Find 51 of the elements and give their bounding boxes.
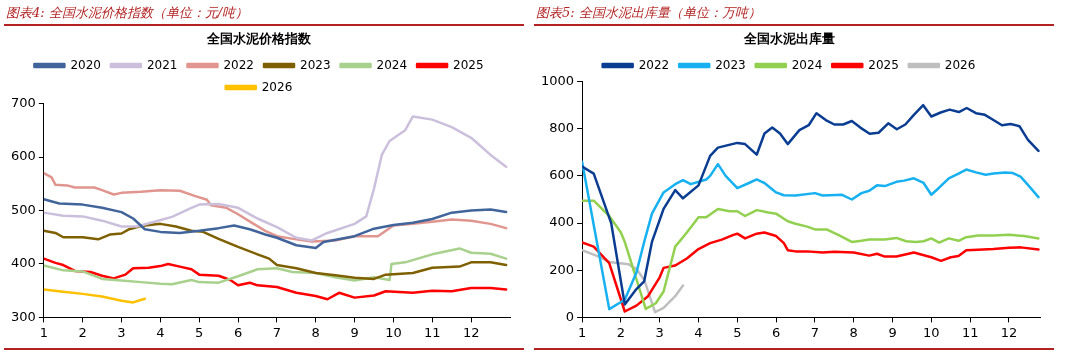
y-tick-label: 1000	[540, 72, 575, 88]
y-tick-label: 600	[10, 148, 36, 164]
legend-label: 2020	[70, 57, 101, 72]
legend-label: 2024	[791, 57, 823, 72]
x-tick-label: 12	[1000, 324, 1018, 340]
x-tick-label: 3	[117, 324, 126, 340]
y-tick-label: 400	[549, 214, 575, 230]
x-tick-label: 10	[923, 324, 940, 340]
legend-label: 2023	[715, 57, 746, 72]
x-tick-label: 8	[311, 324, 320, 340]
legend-label: 2021	[146, 57, 178, 72]
x-tick-label: 7	[272, 324, 282, 340]
chart-title: 图表5: 全国水泥出库量（单位：万吨）	[534, 2, 1054, 26]
legend-label: 2026	[944, 57, 976, 72]
chart-subtitle: 全国水泥价格指数	[206, 31, 312, 47]
x-tick-label: 10	[385, 324, 402, 340]
x-tick-label: 7	[810, 324, 820, 340]
x-tick-label: 9	[350, 324, 359, 340]
y-tick-label: 300	[10, 308, 36, 324]
x-tick-label: 4	[156, 324, 165, 340]
legend-label: 2025	[868, 57, 899, 72]
chart-subtitle: 全国水泥出库量	[742, 31, 835, 47]
x-tick-label: 12	[462, 324, 480, 340]
x-tick-label: 9	[888, 324, 897, 340]
y-tick-label: 600	[549, 167, 575, 183]
x-tick-label: 8	[849, 324, 858, 340]
x-tick-label: 11	[424, 324, 441, 340]
chart-title: 图表4: 全国水泥价格指数（单位：元/吨）	[4, 2, 524, 26]
x-tick-label: 6	[771, 324, 781, 340]
y-tick-label: 500	[10, 201, 36, 217]
y-tick-label: 700	[10, 94, 36, 110]
x-tick-label: 5	[733, 324, 742, 340]
y-tick-label: 800	[549, 120, 575, 136]
x-tick-label: 1	[577, 324, 587, 340]
legend-label: 2022	[223, 57, 255, 72]
x-tick-label: 1	[39, 324, 48, 340]
x-tick-label: 2	[78, 324, 87, 340]
legend-label: 2024	[376, 57, 408, 72]
x-tick-label: 11	[961, 324, 979, 340]
x-tick-label: 2	[616, 324, 626, 340]
x-tick-label: 6	[233, 324, 243, 340]
y-tick-label: 400	[10, 255, 36, 271]
x-tick-label: 3	[655, 324, 664, 340]
y-tick-label: 0	[565, 308, 575, 324]
legend-label: 2023	[300, 57, 331, 72]
legend-label: 2026	[261, 79, 293, 94]
y-tick-label: 200	[549, 261, 575, 277]
legend-label: 2022	[638, 57, 670, 72]
x-tick-label: 4	[694, 324, 703, 340]
x-tick-label: 5	[195, 324, 204, 340]
legend-label: 2025	[453, 57, 484, 72]
